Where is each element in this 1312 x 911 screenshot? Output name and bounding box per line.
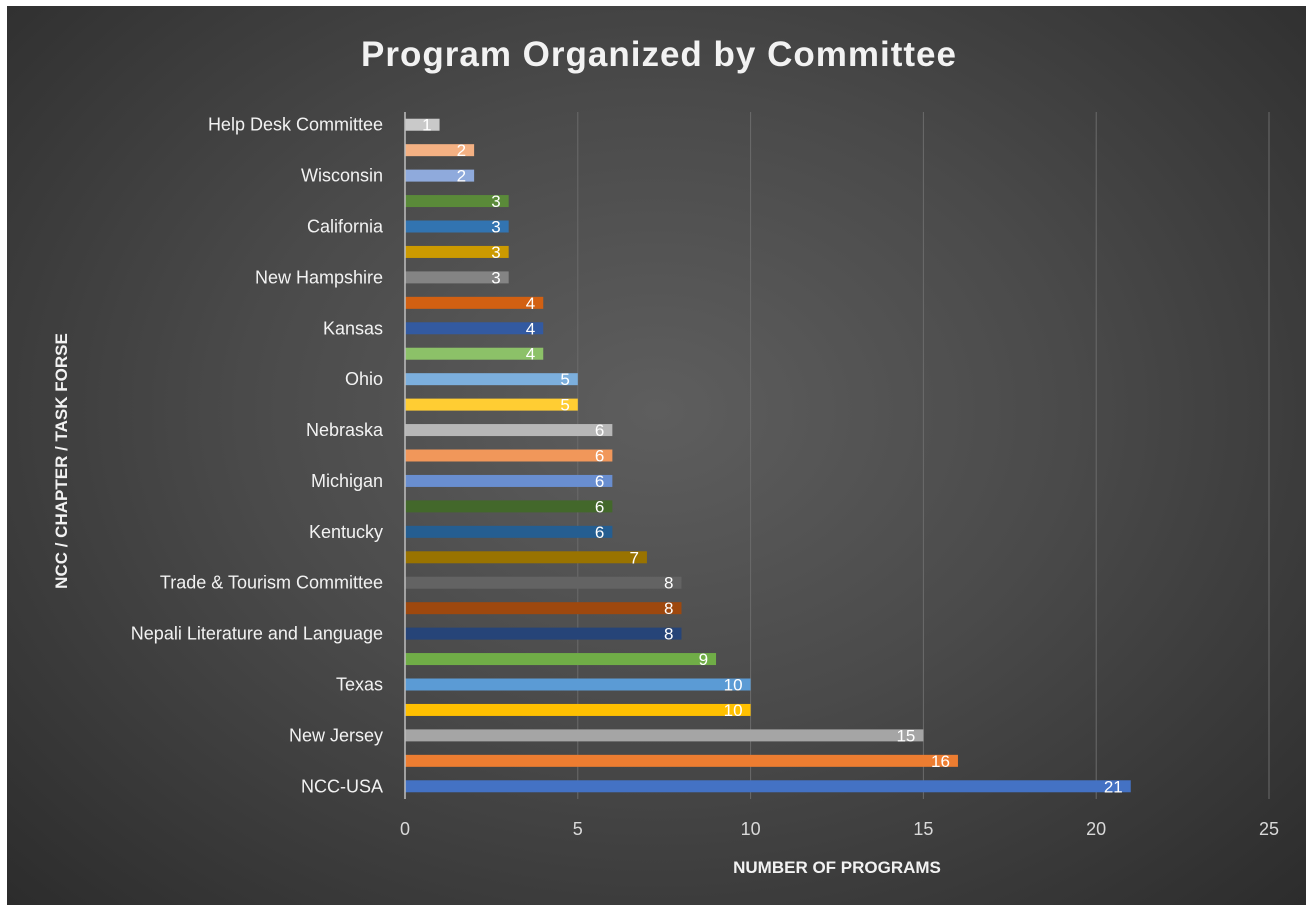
y-axis-title: NCC / CHAPTER / TASK FORSE [52, 333, 71, 589]
bar [405, 780, 1131, 793]
data-label: 8 [664, 574, 673, 593]
gridlines [577, 112, 1270, 799]
data-label: 8 [664, 599, 673, 618]
chart-title: Program Organized by Committee [361, 35, 957, 74]
data-label: 15 [896, 726, 915, 745]
category-label: Nebraska [306, 420, 384, 440]
data-label: 10 [724, 676, 743, 695]
data-label: 6 [595, 497, 604, 516]
bar [405, 322, 544, 335]
data-label: 2 [457, 141, 466, 160]
category-label: Trade & Tourism Committee [160, 573, 383, 593]
category-labels: NCC-USA New Jersey Texas Nepali Literature … [131, 115, 384, 797]
bar [405, 245, 509, 258]
data-label: 3 [491, 243, 500, 262]
bar [405, 449, 613, 462]
data-label: 3 [491, 268, 500, 287]
data-label: 21 [1104, 777, 1123, 796]
bar [405, 118, 440, 131]
bar-chart: Program Organized by Committee 211615101… [52, 35, 1279, 877]
data-label: 3 [491, 218, 500, 237]
bar [405, 271, 509, 284]
x-tick-label: 0 [400, 819, 410, 839]
x-tick-label: 20 [1086, 819, 1106, 839]
bar [405, 474, 613, 487]
category-label: Michigan [311, 471, 383, 491]
data-label: 4 [526, 294, 535, 313]
data-label: 5 [560, 396, 569, 415]
bar [405, 703, 751, 716]
bar [405, 500, 613, 513]
bar [405, 169, 475, 182]
bar [405, 627, 682, 640]
category-label: Texas [336, 675, 383, 695]
data-label: 16 [931, 752, 950, 771]
bar [405, 195, 509, 208]
bar [405, 398, 578, 411]
bar [405, 220, 509, 233]
bar [405, 754, 958, 767]
bar [405, 653, 717, 666]
bar [405, 296, 544, 309]
category-label: Kansas [323, 318, 383, 338]
data-label: 6 [595, 447, 604, 466]
data-label: 2 [457, 167, 466, 186]
data-label: 3 [491, 192, 500, 211]
data-label: 7 [629, 548, 638, 567]
category-label: California [307, 217, 384, 237]
bar [405, 373, 578, 386]
category-label: NCC-USA [301, 776, 383, 796]
data-label: 10 [724, 701, 743, 720]
data-label: 9 [699, 650, 708, 669]
bar [405, 602, 682, 615]
x-axis-title: NUMBER OF PROGRAMS [733, 858, 941, 877]
data-label: 4 [526, 345, 535, 364]
chart-area: Program Organized by Committee 21 16 15 10 1… [7, 6, 1306, 905]
data-label: 4 [526, 319, 535, 338]
x-tick-labels: 0 5 10 15 20 25 [400, 819, 1279, 839]
category-label: Nepali Literature and Language [131, 624, 383, 644]
bar [405, 576, 682, 589]
bar [405, 144, 475, 157]
category-label: Help Desk Committee [208, 115, 383, 135]
bar [405, 347, 544, 360]
bars [405, 118, 1131, 793]
data-label: 8 [664, 625, 673, 644]
x-tick-label: 5 [573, 819, 583, 839]
category-label: Ohio [345, 369, 383, 389]
category-label: Wisconsin [301, 166, 383, 186]
bar [405, 678, 751, 691]
data-label: 6 [595, 472, 604, 491]
data-label: 6 [595, 523, 604, 542]
bar [405, 551, 647, 564]
data-label: 6 [595, 421, 604, 440]
x-tick-label: 10 [741, 819, 761, 839]
category-label: New Hampshire [255, 267, 383, 287]
data-label: 1 [422, 116, 431, 135]
bar [405, 424, 613, 437]
category-label: New Jersey [289, 725, 383, 745]
category-label: Kentucky [309, 522, 383, 542]
x-tick-label: 15 [913, 819, 933, 839]
x-tick-label: 25 [1259, 819, 1279, 839]
data-label: 5 [560, 370, 569, 389]
bar [405, 729, 924, 742]
bar [405, 525, 613, 538]
